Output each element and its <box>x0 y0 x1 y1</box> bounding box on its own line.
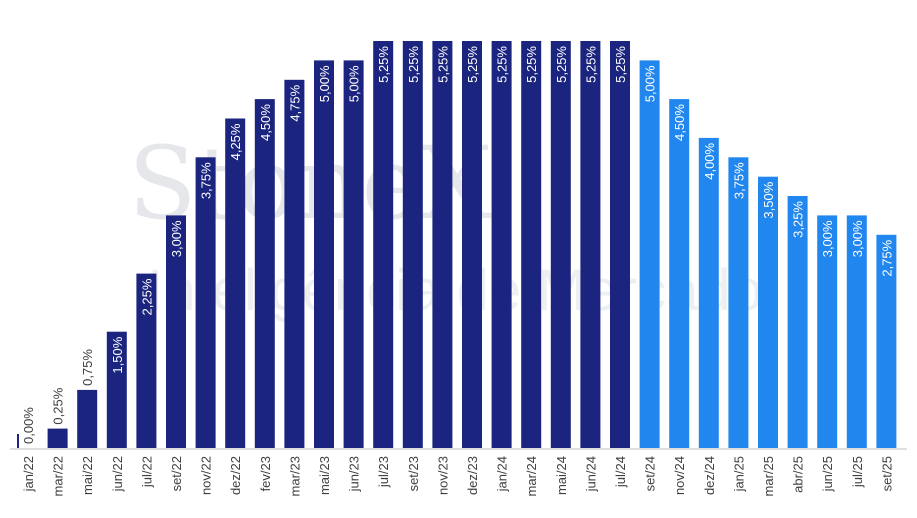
bar-jul/23 <box>373 41 394 448</box>
bar-jul/25 <box>846 215 867 448</box>
x-tick-dez/24: dez/24 <box>702 456 717 495</box>
data-labels-layer: 0,00% 0,25% 0,75% 1,50% 2,25% 3,00% 3,75% 4,25%… <box>21 46 894 444</box>
data-label-mar/24: 5,25% <box>524 46 539 83</box>
data-label-abr/25: 3,25% <box>791 201 806 238</box>
x-tick-abr/25: abr/25 <box>791 456 806 493</box>
x-tick-set/22: set/22 <box>169 456 184 491</box>
x-tick-mar/22: mar/22 <box>51 456 66 496</box>
bar-nov/23 <box>432 41 453 448</box>
bar-mar/24 <box>521 41 542 448</box>
data-label-jul/23: 5,25% <box>376 46 391 83</box>
data-label-set/22: 3,00% <box>169 220 184 257</box>
watermark-subtitle: Inteligência de Mercado <box>147 258 763 323</box>
bar-nov/24 <box>669 99 690 448</box>
x-tick-jun/22: jun/22 <box>110 456 125 492</box>
bar-mai/24 <box>550 41 571 448</box>
data-label-mai/24: 5,25% <box>554 46 569 83</box>
watermark-brand: StoneX <box>128 125 492 242</box>
data-label-mar/23: 4,75% <box>287 84 302 121</box>
x-tick-jul/23: jul/23 <box>376 456 391 488</box>
data-label-jan/24: 5,25% <box>495 46 510 83</box>
data-label-set/23: 5,25% <box>406 46 421 83</box>
data-label-mar/25: 3,50% <box>761 181 776 218</box>
x-tick-dez/22: dez/22 <box>228 456 243 495</box>
bar-jun/22 <box>106 331 127 448</box>
data-label-dez/24: 4,00% <box>702 142 717 179</box>
bar-mar/23 <box>284 79 305 449</box>
data-label-jan/25: 3,75% <box>731 162 746 199</box>
x-tick-set/23: set/23 <box>406 456 421 491</box>
data-label-set/24: 5,00% <box>643 65 658 102</box>
x-tick-nov/24: nov/24 <box>672 456 687 495</box>
bar-jul/22 <box>136 273 157 448</box>
x-tick-jun/24: jun/24 <box>583 456 598 492</box>
data-label-dez/22: 4,25% <box>228 123 243 160</box>
bar-dez/23 <box>462 41 482 448</box>
x-tick-mar/25: mar/25 <box>761 456 776 496</box>
bar-set/22 <box>166 215 186 448</box>
x-tick-mai/23: mai/23 <box>317 456 332 495</box>
data-label-mar/22: 0,25% <box>51 387 66 424</box>
bar-jun/23 <box>343 60 364 449</box>
x-tick-mai/22: mai/22 <box>80 456 95 495</box>
data-label-mai/23: 5,00% <box>317 65 332 102</box>
data-label-jun/24: 5,25% <box>583 46 598 83</box>
bar-jun/24 <box>580 41 601 448</box>
x-tick-jul/25: jul/25 <box>850 456 865 488</box>
bar-jan/22 <box>17 434 19 448</box>
data-label-jul/25: 3,00% <box>850 220 865 257</box>
x-tick-jan/22: jan/22 <box>21 456 36 492</box>
data-label-jun/23: 5,00% <box>347 65 362 102</box>
data-label-nov/22: 3,75% <box>199 162 214 199</box>
bar-mar/25 <box>758 176 778 448</box>
x-tick-nov/22: nov/22 <box>199 456 214 495</box>
bar-dez/24 <box>698 137 719 448</box>
watermark: StoneX Inteligência de Mercado <box>128 125 763 323</box>
bar-mar/22 <box>47 428 68 448</box>
x-tick-jan/25: jan/25 <box>731 456 746 492</box>
data-label-jun/25: 3,00% <box>820 220 835 257</box>
bar-jun/25 <box>817 215 838 448</box>
data-label-jul/24: 5,25% <box>613 46 628 83</box>
x-tick-set/24: set/24 <box>643 456 658 491</box>
x-tick-mar/24: mar/24 <box>524 456 539 496</box>
bar-set/23 <box>402 41 423 448</box>
x-tick-mai/24: mai/24 <box>554 456 569 495</box>
bar-mai/22 <box>77 389 98 448</box>
data-label-jun/22: 1,50% <box>110 336 125 373</box>
x-tick-jan/24: jan/24 <box>495 456 510 492</box>
bar-abr/25 <box>787 196 808 448</box>
x-tick-jul/24: jul/24 <box>613 456 628 488</box>
bar-set/25 <box>876 234 897 448</box>
x-tick-jun/25: jun/25 <box>820 456 835 492</box>
x-tick-fev/23: fev/23 <box>258 456 273 491</box>
x-tick-dez/23: dez/23 <box>465 456 480 495</box>
bar-set/24 <box>639 60 660 449</box>
bar-jul/24 <box>610 41 630 448</box>
data-label-jul/22: 2,25% <box>139 278 154 315</box>
x-tick-labels-layer: jan/22 mar/22 mai/22 jun/22 jul/22 set/22 nov/… <box>21 456 894 496</box>
bar-nov/22 <box>195 157 216 449</box>
data-label-mai/22: 0,75% <box>80 349 95 386</box>
x-tick-jul/22: jul/22 <box>139 456 154 488</box>
data-label-set/25: 2,75% <box>879 239 894 276</box>
data-label-jan/22: 0,00% <box>21 407 36 444</box>
data-label-nov/23: 5,25% <box>435 46 450 83</box>
bars-layer <box>17 41 897 449</box>
bar-fev/23 <box>254 99 275 448</box>
data-label-dez/23: 5,25% <box>465 46 480 83</box>
x-tick-set/25: set/25 <box>879 456 894 491</box>
bar-dez/22 <box>225 118 246 448</box>
bar-jan/24 <box>491 41 512 448</box>
bar-jan/25 <box>728 157 749 449</box>
data-label-nov/24: 4,50% <box>672 104 687 141</box>
x-tick-nov/23: nov/23 <box>435 456 450 495</box>
bar-mai/23 <box>314 60 334 449</box>
x-tick-jun/23: jun/23 <box>347 456 362 492</box>
x-tick-mar/23: mar/23 <box>287 456 302 496</box>
data-label-fev/23: 4,50% <box>258 104 273 141</box>
